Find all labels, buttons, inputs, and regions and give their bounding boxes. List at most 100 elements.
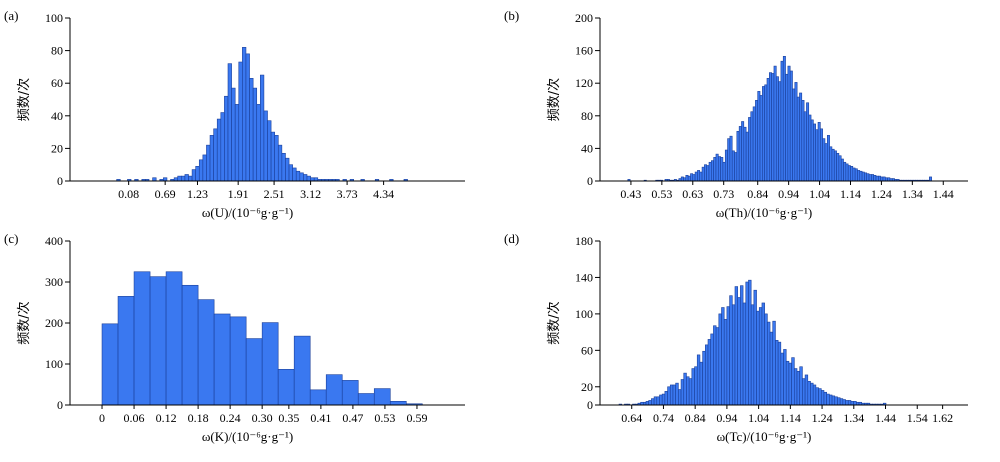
histogram-bar	[789, 70, 793, 182]
histogram-bar	[794, 368, 798, 406]
histogram-bar	[810, 382, 814, 406]
histogram-bar	[750, 304, 755, 406]
histogram-bar	[724, 149, 728, 182]
histogram-bar	[664, 391, 668, 406]
histogram-bar	[177, 175, 182, 182]
histogram-bar	[701, 166, 705, 182]
histogram-bar	[815, 129, 819, 182]
histogram-bar	[799, 92, 803, 182]
histogram-bar	[184, 174, 189, 182]
x-tick-label: 4.34	[373, 187, 394, 201]
histogram-bar	[713, 325, 717, 406]
histogram-bar	[702, 350, 706, 406]
histogram-bar	[845, 400, 849, 406]
histogram-bar	[822, 138, 826, 182]
histogram-bar	[245, 53, 250, 182]
histogram-bar	[838, 155, 842, 182]
histogram-bar	[833, 150, 837, 182]
histogram-bar	[820, 390, 825, 406]
histogram-bar	[836, 152, 840, 182]
histogram-bar	[242, 47, 247, 182]
x-tick-label: 0.12	[156, 411, 177, 425]
histogram-bar	[748, 279, 752, 406]
histogram-bar	[252, 87, 258, 182]
histogram-bar	[357, 393, 375, 406]
histogram-bar	[773, 65, 777, 182]
histogram-bar	[697, 170, 701, 182]
histogram-bar	[734, 286, 738, 406]
histogram-bar	[783, 349, 787, 406]
histogram-bar	[260, 74, 265, 182]
histogram-bar	[740, 285, 744, 406]
histogram-bar	[801, 100, 805, 182]
histogram-bar	[188, 175, 193, 182]
x-tick-label: 1.91	[228, 187, 249, 201]
x-tick-label: 0.94	[778, 187, 799, 201]
y-tick-label: 80	[581, 109, 593, 123]
histogram-bar	[659, 394, 663, 406]
histogram-bar	[756, 310, 760, 406]
histogram-bar	[117, 296, 135, 406]
histogram-bar	[165, 271, 183, 406]
bars-d	[618, 279, 887, 406]
x-tick-label: 0.53	[374, 411, 395, 425]
x-axis-title: ω(U)/(10⁻⁶g·g⁻¹)	[202, 205, 293, 220]
x-tick-label: 0.59	[406, 411, 427, 425]
x-tick-label: 0.08	[118, 187, 139, 201]
histogram-bar	[687, 175, 691, 182]
histogram-bar	[274, 135, 279, 182]
histogram-bar	[726, 306, 730, 406]
histogram-bar	[734, 152, 738, 182]
y-tick-label: 200	[45, 316, 63, 330]
y-tick-label: 60	[51, 76, 63, 90]
histogram-bar	[871, 174, 874, 182]
histogram-bar	[873, 174, 877, 182]
histogram-bar	[653, 396, 658, 406]
histogram-bar	[715, 327, 720, 406]
histogram-bar	[195, 166, 200, 182]
histogram-bar	[826, 135, 830, 182]
histogram-bar	[229, 316, 247, 406]
histogram-bar	[806, 102, 810, 182]
histogram-bar	[245, 338, 263, 406]
histogram-bar	[227, 63, 232, 182]
histogram-bar	[755, 100, 759, 182]
histogram-bar	[847, 165, 851, 182]
histogram-bar	[220, 112, 225, 182]
histogram-bar	[181, 175, 186, 182]
histogram-d: 0 20 60 100 140 180 0.64 0.74 0.84 0.94 1.04 1.14 1.…	[504, 231, 968, 444]
histogram-bar	[785, 73, 789, 182]
y-tick-label: 100	[45, 11, 63, 25]
histogram-bar	[868, 174, 872, 182]
histogram-bar	[263, 110, 268, 182]
histogram-bar	[764, 313, 768, 406]
histogram-bar	[216, 118, 222, 182]
histogram-bar	[690, 173, 694, 182]
histogram-a: 0 20 40 60 80 100 0.08 0.69 1.23 1.91 2.51 3.12 3.73…	[4, 8, 465, 220]
bars-c	[101, 271, 423, 406]
x-tick-label: 0.47	[342, 411, 363, 425]
histogram-bar	[829, 394, 833, 406]
y-tick-label: 60	[581, 343, 593, 357]
histogram-bar	[792, 88, 796, 182]
histogram-bar	[788, 362, 792, 406]
histogram-bar	[713, 157, 717, 182]
histogram-bar	[808, 114, 812, 182]
histogram-bar	[799, 366, 803, 406]
histogram-bar	[267, 120, 272, 182]
histogram-bar	[715, 153, 719, 182]
histogram-bar	[688, 378, 693, 406]
histogram-bar	[691, 368, 695, 406]
histogram-bar	[767, 321, 771, 406]
histogram-bar	[191, 169, 196, 182]
x-tick-label: 0.84	[747, 187, 768, 201]
panel-d: 0 20 60 100 140 180 0.64 0.74 0.84 0.94 1.04 1.14 1.…	[500, 231, 1000, 462]
x-tick-label: 0.64	[621, 411, 642, 425]
histogram-bar	[707, 339, 712, 406]
histogram-bar	[850, 401, 854, 406]
x-tick-label: 0.24	[220, 411, 241, 425]
histogram-bar	[672, 384, 676, 406]
y-tick-label: 120	[575, 76, 593, 90]
histogram-bar	[741, 121, 745, 182]
histogram-bar	[780, 352, 784, 406]
